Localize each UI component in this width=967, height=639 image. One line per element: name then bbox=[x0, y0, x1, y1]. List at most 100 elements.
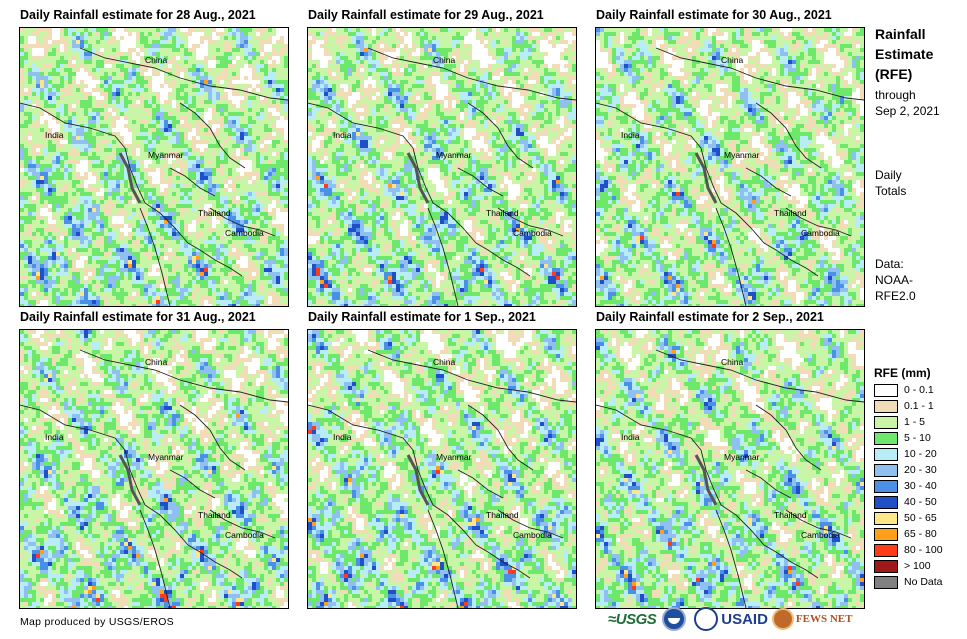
legend-item: 5 - 10 bbox=[874, 430, 943, 446]
usaid-logo: USAID bbox=[721, 611, 768, 628]
legend-swatch bbox=[874, 495, 898, 509]
rainfall-panel-2: Daily Rainfall estimate for 30 Aug., 202… bbox=[595, 8, 885, 308]
rainfall-field: China India Myanmar Thailand Cambodia bbox=[596, 28, 864, 306]
title-line: Estimate bbox=[875, 44, 933, 64]
rainfall-panel-3: Daily Rainfall estimate for 31 Aug., 202… bbox=[19, 310, 309, 610]
panel-title: Daily Rainfall estimate for 31 Aug., 202… bbox=[20, 310, 256, 324]
legend-swatch bbox=[874, 511, 898, 525]
legend-label: 5 - 10 bbox=[904, 432, 931, 444]
usgs-logo: ≈USGS bbox=[608, 611, 657, 628]
india-label: India bbox=[621, 432, 640, 442]
agency-logos: ≈USGS USAID FEWS NET bbox=[608, 605, 852, 633]
china-label: China bbox=[721, 357, 743, 367]
through-value: Sep 2, 2021 bbox=[875, 103, 940, 119]
thailand-label: Thailand bbox=[486, 208, 519, 218]
legend-item: 50 - 65 bbox=[874, 510, 943, 526]
legend-label: 80 - 100 bbox=[904, 544, 943, 556]
legend-swatch bbox=[874, 543, 898, 557]
legend-title: RFE (mm) bbox=[874, 366, 943, 380]
legend-item: 1 - 5 bbox=[874, 414, 943, 430]
legend-item: 10 - 20 bbox=[874, 446, 943, 462]
legend-swatch bbox=[874, 559, 898, 573]
legend-item: 0.1 - 1 bbox=[874, 398, 943, 414]
panel-title: Daily Rainfall estimate for 30 Aug., 202… bbox=[596, 8, 832, 22]
legend-swatch bbox=[874, 431, 898, 445]
legend: RFE (mm) 0 - 0.1 0.1 - 1 1 - 5 5 - 10 10 - 2… bbox=[874, 366, 943, 590]
china-label: China bbox=[433, 55, 455, 65]
through-label: through bbox=[875, 87, 940, 103]
panel-title: Daily Rainfall estimate for 29 Aug., 202… bbox=[308, 8, 544, 22]
legend-swatch bbox=[874, 463, 898, 477]
map-credit: Map produced by USGS/EROS bbox=[20, 616, 174, 628]
thailand-label: Thailand bbox=[774, 208, 807, 218]
country-borders bbox=[596, 349, 864, 608]
rainfall-field: China India Myanmar Thailand Cambodia bbox=[20, 28, 288, 306]
legend-label: 1 - 5 bbox=[904, 416, 925, 428]
daily-totals: Daily Totals bbox=[875, 167, 906, 199]
title-line: Rainfall bbox=[875, 24, 933, 44]
legend-swatch bbox=[874, 447, 898, 461]
india-label: India bbox=[333, 432, 352, 442]
legend-label: 20 - 30 bbox=[904, 464, 937, 476]
myanmar-label: Myanmar bbox=[724, 150, 760, 160]
rainfall-panel-0: Daily Rainfall estimate for 28 Aug., 202… bbox=[19, 8, 309, 308]
legend-swatch bbox=[874, 415, 898, 429]
data-label: Data: bbox=[875, 256, 916, 272]
legend-swatch bbox=[874, 479, 898, 493]
country-borders bbox=[308, 47, 576, 306]
china-label: China bbox=[433, 357, 455, 367]
fews-net-logo: FEWS NET bbox=[796, 613, 853, 625]
india-label: India bbox=[45, 432, 64, 442]
cambodia-label: Cambodia bbox=[513, 228, 552, 238]
legend-rows: 0 - 0.1 0.1 - 1 1 - 5 5 - 10 10 - 20 20 - 30 3… bbox=[874, 382, 943, 590]
data-source-line: NOAA- bbox=[875, 272, 916, 288]
thailand-label: Thailand bbox=[774, 510, 807, 520]
myanmar-label: Myanmar bbox=[148, 150, 184, 160]
thailand-label: Thailand bbox=[198, 208, 231, 218]
rainfall-panel-5: Daily Rainfall estimate for 2 Sep., 2021… bbox=[595, 310, 885, 610]
legend-label: 0.1 - 1 bbox=[904, 400, 934, 412]
fews-seal-icon bbox=[771, 608, 794, 630]
country-borders bbox=[20, 349, 288, 608]
through-date: through Sep 2, 2021 bbox=[875, 87, 940, 119]
thailand-label: Thailand bbox=[486, 510, 519, 520]
rainfall-map: China India Myanmar Thailand Cambodia bbox=[307, 27, 577, 307]
india-label: India bbox=[45, 130, 64, 140]
totals-label: Totals bbox=[875, 183, 906, 199]
thailand-label: Thailand bbox=[198, 510, 231, 520]
legend-label: > 100 bbox=[904, 560, 931, 572]
myanmar-label: Myanmar bbox=[724, 452, 760, 462]
legend-item: 30 - 40 bbox=[874, 478, 943, 494]
panel-title: Daily Rainfall estimate for 1 Sep., 2021 bbox=[308, 310, 536, 324]
legend-label: No Data bbox=[904, 576, 943, 588]
rainfall-field: China India Myanmar Thailand Cambodia bbox=[596, 330, 864, 608]
legend-item: 40 - 50 bbox=[874, 494, 943, 510]
title-line: (RFE) bbox=[875, 64, 933, 84]
rainfall-field: China India Myanmar Thailand Cambodia bbox=[308, 28, 576, 306]
legend-label: 0 - 0.1 bbox=[904, 384, 934, 396]
rainfall-map: China India Myanmar Thailand Cambodia bbox=[19, 27, 289, 307]
rainfall-field: China India Myanmar Thailand Cambodia bbox=[308, 330, 576, 608]
legend-label: 50 - 65 bbox=[904, 512, 937, 524]
data-source-line: RFE2.0 bbox=[875, 288, 916, 304]
legend-item: > 100 bbox=[874, 558, 943, 574]
rainfall-panel-1: Daily Rainfall estimate for 29 Aug., 202… bbox=[307, 8, 597, 308]
rainfall-field: China India Myanmar Thailand Cambodia bbox=[20, 330, 288, 608]
daily-label: Daily bbox=[875, 167, 906, 183]
legend-swatch bbox=[874, 527, 898, 541]
legend-item: 80 - 100 bbox=[874, 542, 943, 558]
cambodia-label: Cambodia bbox=[513, 530, 552, 540]
cambodia-label: Cambodia bbox=[225, 530, 264, 540]
country-borders bbox=[596, 47, 864, 306]
usaid-seal-icon bbox=[694, 607, 719, 631]
india-label: India bbox=[621, 130, 640, 140]
rainfall-panel-4: Daily Rainfall estimate for 1 Sep., 2021… bbox=[307, 310, 597, 610]
legend-label: 10 - 20 bbox=[904, 448, 937, 460]
legend-label: 40 - 50 bbox=[904, 496, 937, 508]
rainfall-map: China India Myanmar Thailand Cambodia bbox=[19, 329, 289, 609]
country-borders bbox=[20, 47, 288, 306]
legend-swatch bbox=[874, 575, 898, 589]
cambodia-label: Cambodia bbox=[801, 530, 840, 540]
legend-item: No Data bbox=[874, 574, 943, 590]
myanmar-label: Myanmar bbox=[436, 150, 472, 160]
